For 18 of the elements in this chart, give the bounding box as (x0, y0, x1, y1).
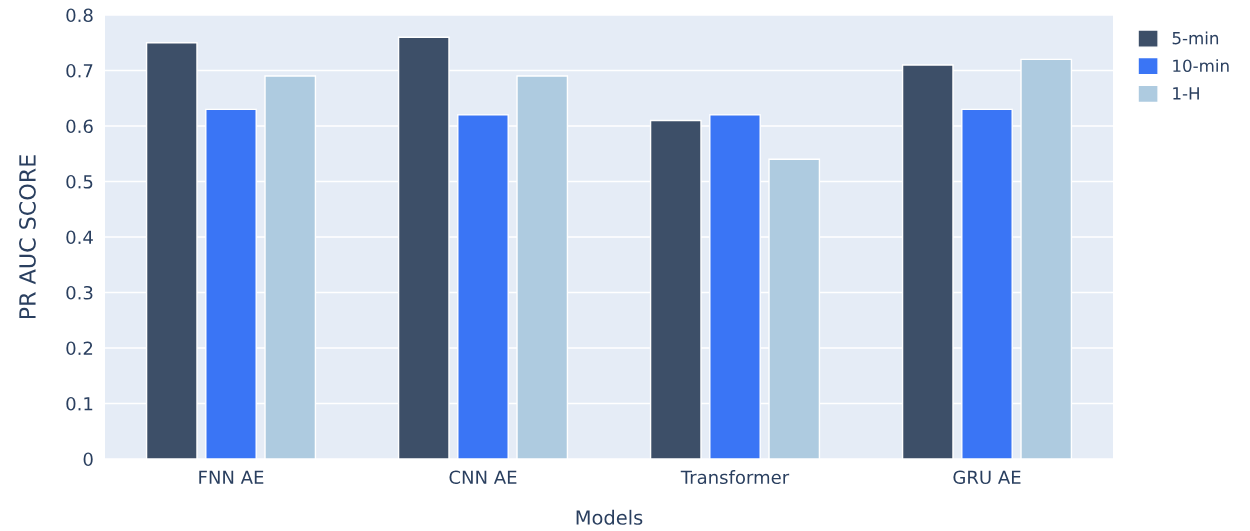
legend-label: 1-H (1173, 87, 1199, 100)
x-tick-label: CNN AE (449, 470, 517, 485)
y-tick-label: 0.4 (66, 230, 93, 245)
y-tick-label: 0.3 (66, 285, 93, 300)
y-tick-label: 0.7 (66, 63, 93, 78)
y-tick-label: 0.6 (66, 119, 93, 134)
y-tick-label: 0 (83, 452, 93, 467)
legend-label: 5-min (1172, 31, 1219, 45)
x-tick-label: Transformer (680, 470, 790, 485)
y-tick-label: 0.8 (66, 8, 93, 23)
x-axis-title: Models (576, 509, 643, 525)
y-axis-title: PR AUC SCORE (19, 155, 36, 319)
x-tick-label: GRU AE (953, 470, 1021, 485)
x-tick-label: FNN AE (199, 470, 264, 484)
y-tick-label: 0.2 (66, 341, 93, 356)
legend-label: 10-min (1173, 59, 1229, 73)
y-tick-label: 0.5 (66, 174, 93, 189)
y-tick-label: 0.1 (66, 396, 93, 411)
